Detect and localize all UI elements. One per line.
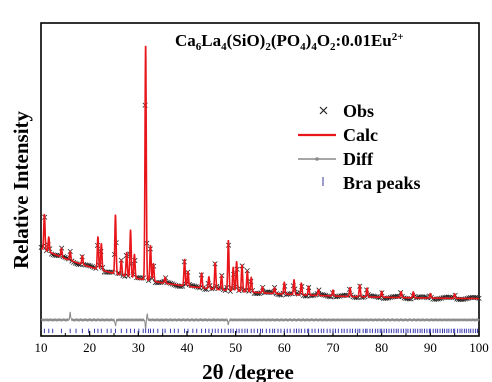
legend-entry: Diff: [298, 149, 374, 169]
x-tick-label: 10: [35, 340, 48, 355]
chart-title: Ca6La4(SiO)2(PO4)4O2:0.01Eu2+: [175, 31, 404, 53]
x-tick-label: 70: [327, 340, 340, 355]
data-series: [38, 45, 482, 334]
legend-entry: Bra peaks: [322, 173, 421, 193]
title-part: La: [201, 31, 221, 50]
legend-label: Obs: [343, 101, 374, 121]
x-tick-label: 30: [132, 340, 145, 355]
legend-obs-symbol: [319, 106, 328, 115]
title-part: (SiO): [227, 31, 266, 50]
diff-series: [40, 311, 480, 330]
legend-label: Diff: [343, 149, 374, 169]
title-part: O: [317, 31, 330, 50]
x-axis-title: 2θ /degree: [202, 360, 294, 382]
title-part: 4: [221, 41, 227, 53]
title-part: 4: [300, 41, 306, 53]
legend: Obs Calc Diff Bra peaks: [298, 101, 421, 193]
x-tick-label: 40: [181, 340, 194, 355]
x-tick-label: 80: [375, 340, 388, 355]
axis-ticks: 10 20 30 40 50 60 70 80 90 100: [35, 331, 489, 355]
legend-diff-dot: [315, 157, 319, 161]
title-part: 2: [265, 41, 271, 53]
title-part: Ca: [175, 31, 196, 50]
title-part: :0.01Eu: [336, 31, 392, 50]
calc-series: [40, 45, 479, 300]
legend-entry: Obs: [319, 101, 374, 121]
legend-label: Bra peaks: [343, 173, 421, 193]
legend-entry: Calc: [298, 125, 378, 145]
title-part: 4: [311, 41, 317, 53]
title-part: ): [306, 31, 312, 50]
x-tick-label: 90: [424, 340, 437, 355]
y-axis-title: Relative Intensity: [9, 110, 33, 269]
x-tick-label: 20: [83, 340, 96, 355]
legend-label: Calc: [343, 125, 378, 145]
x-tick-label: 50: [229, 340, 242, 355]
title-part: (PO: [271, 31, 300, 50]
title-part: 2+: [392, 31, 404, 43]
title-part: 2: [330, 41, 336, 53]
title-part: 6: [196, 41, 202, 53]
x-tick-label: 60: [278, 340, 291, 355]
x-tick-label: 100: [469, 340, 489, 355]
